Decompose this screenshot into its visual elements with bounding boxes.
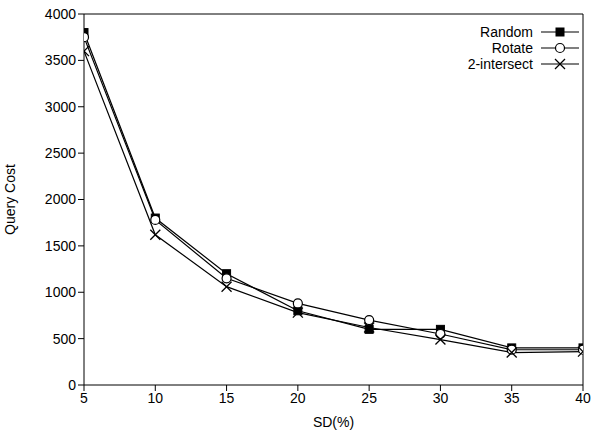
- svg-text:5: 5: [80, 390, 88, 406]
- svg-text:4000: 4000: [45, 6, 76, 22]
- svg-text:0: 0: [68, 377, 76, 393]
- svg-text:10: 10: [147, 390, 163, 406]
- svg-text:1500: 1500: [45, 238, 76, 254]
- svg-text:30: 30: [433, 390, 449, 406]
- html-text:Random: Random: [480, 24, 533, 40]
- svg-text:35: 35: [504, 390, 520, 406]
- svg-text:20: 20: [290, 390, 306, 406]
- svg-text:Query Cost: Query Cost: [2, 164, 18, 235]
- svg-text:1000: 1000: [45, 284, 76, 300]
- html-text:Rotate: Rotate: [491, 40, 533, 56]
- svg-text:3500: 3500: [45, 52, 76, 68]
- svg-text:25: 25: [361, 390, 377, 406]
- html-text:2-intersect: 2-intersect: [467, 56, 533, 72]
- svg-text:40: 40: [575, 390, 591, 406]
- svg-text:SD(%): SD(%): [313, 414, 354, 430]
- svg-text:3000: 3000: [45, 99, 76, 115]
- svg-text:2500: 2500: [45, 145, 76, 161]
- svg-text:500: 500: [53, 331, 77, 347]
- svg-text:2000: 2000: [45, 191, 76, 207]
- svg-text:15: 15: [219, 390, 235, 406]
